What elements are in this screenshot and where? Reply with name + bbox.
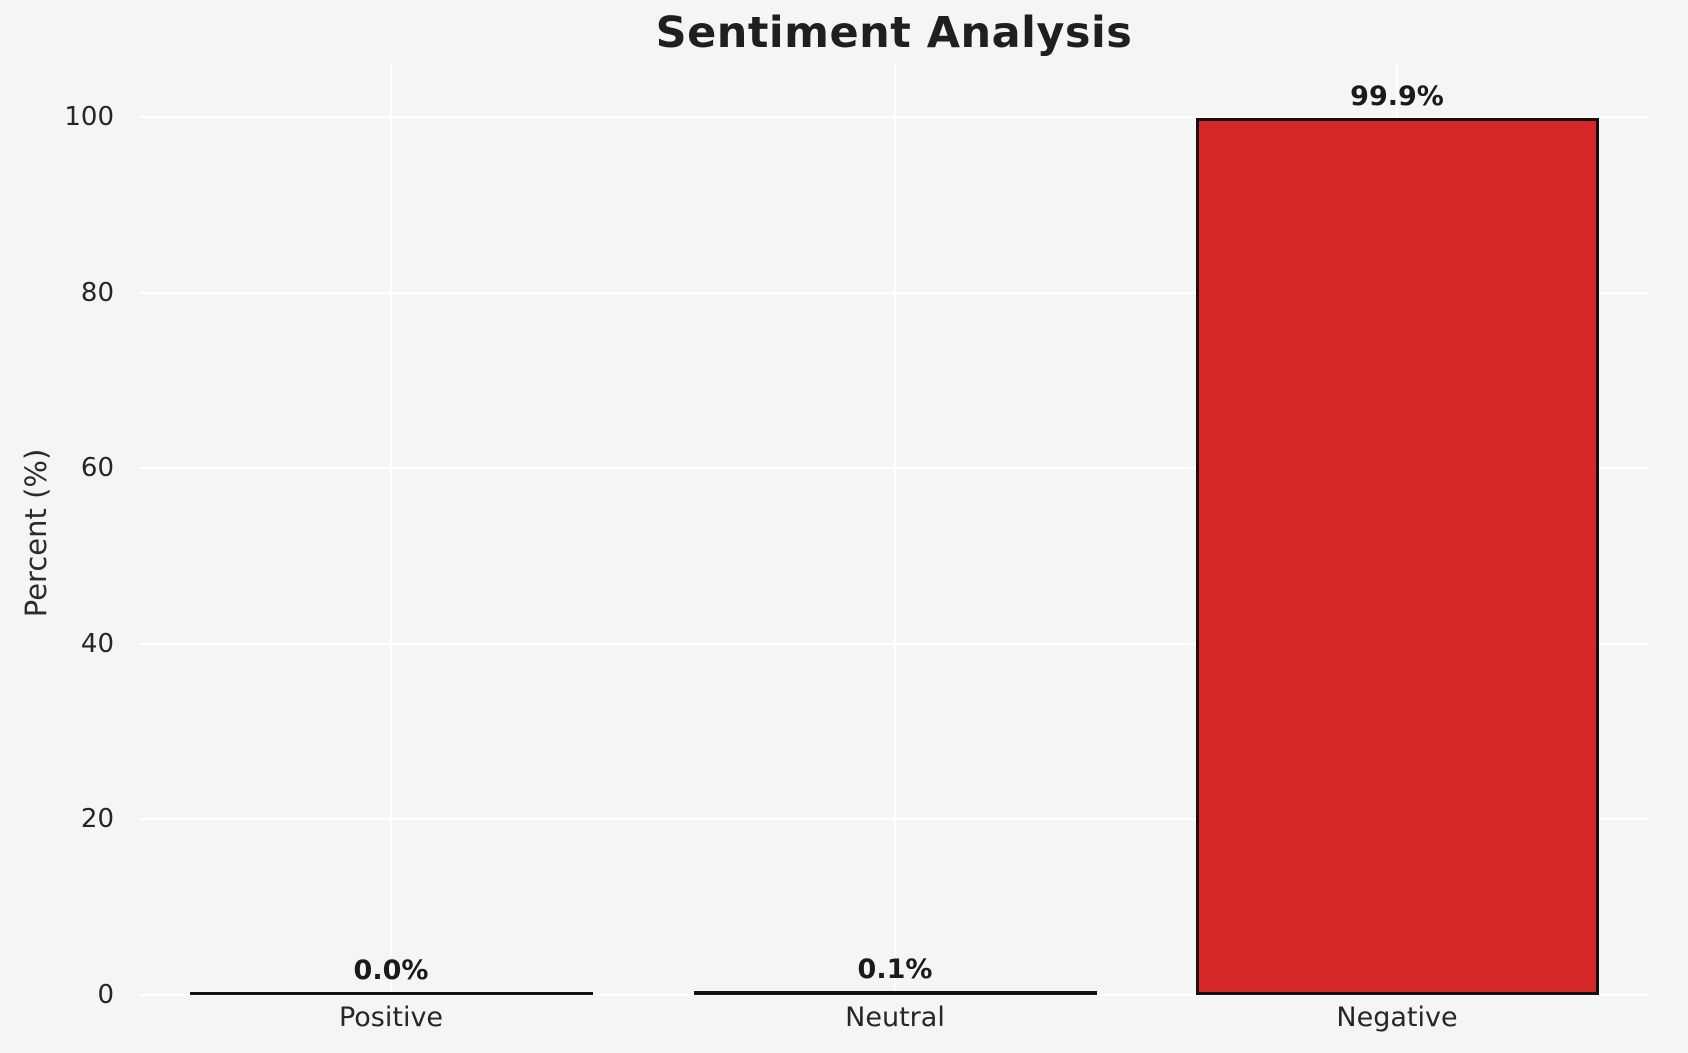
y-tick-label: 60 (80, 453, 114, 484)
chart-title: Sentiment Analysis (655, 8, 1133, 58)
x-tick-label: Positive (338, 1002, 444, 1033)
bar-value-label: 0.0% (353, 955, 429, 986)
y-gridline (139, 291, 1648, 294)
bar (693, 991, 1097, 995)
bar (189, 992, 593, 995)
y-tick-label: 100 (64, 102, 114, 132)
y-gridline (139, 116, 1648, 118)
bar-value-label: 0.1% (857, 954, 933, 985)
y-gridline (139, 818, 1648, 821)
bar-value-label: 99.9% (1350, 81, 1444, 112)
y-gridline (139, 467, 1648, 470)
x-gridline (390, 64, 392, 995)
x-gridline (894, 64, 896, 995)
bar (1195, 118, 1599, 995)
y-tick-label: 40 (80, 628, 114, 659)
y-tick-label: 80 (80, 277, 114, 308)
y-gridline (139, 642, 1648, 645)
y-tick-label: 20 (80, 804, 114, 835)
x-tick-label: Neutral (845, 1002, 945, 1033)
y-tick-label: 0 (97, 980, 114, 1010)
y-gridline (139, 994, 1648, 996)
x-tick-label: Negative (1336, 1002, 1458, 1033)
